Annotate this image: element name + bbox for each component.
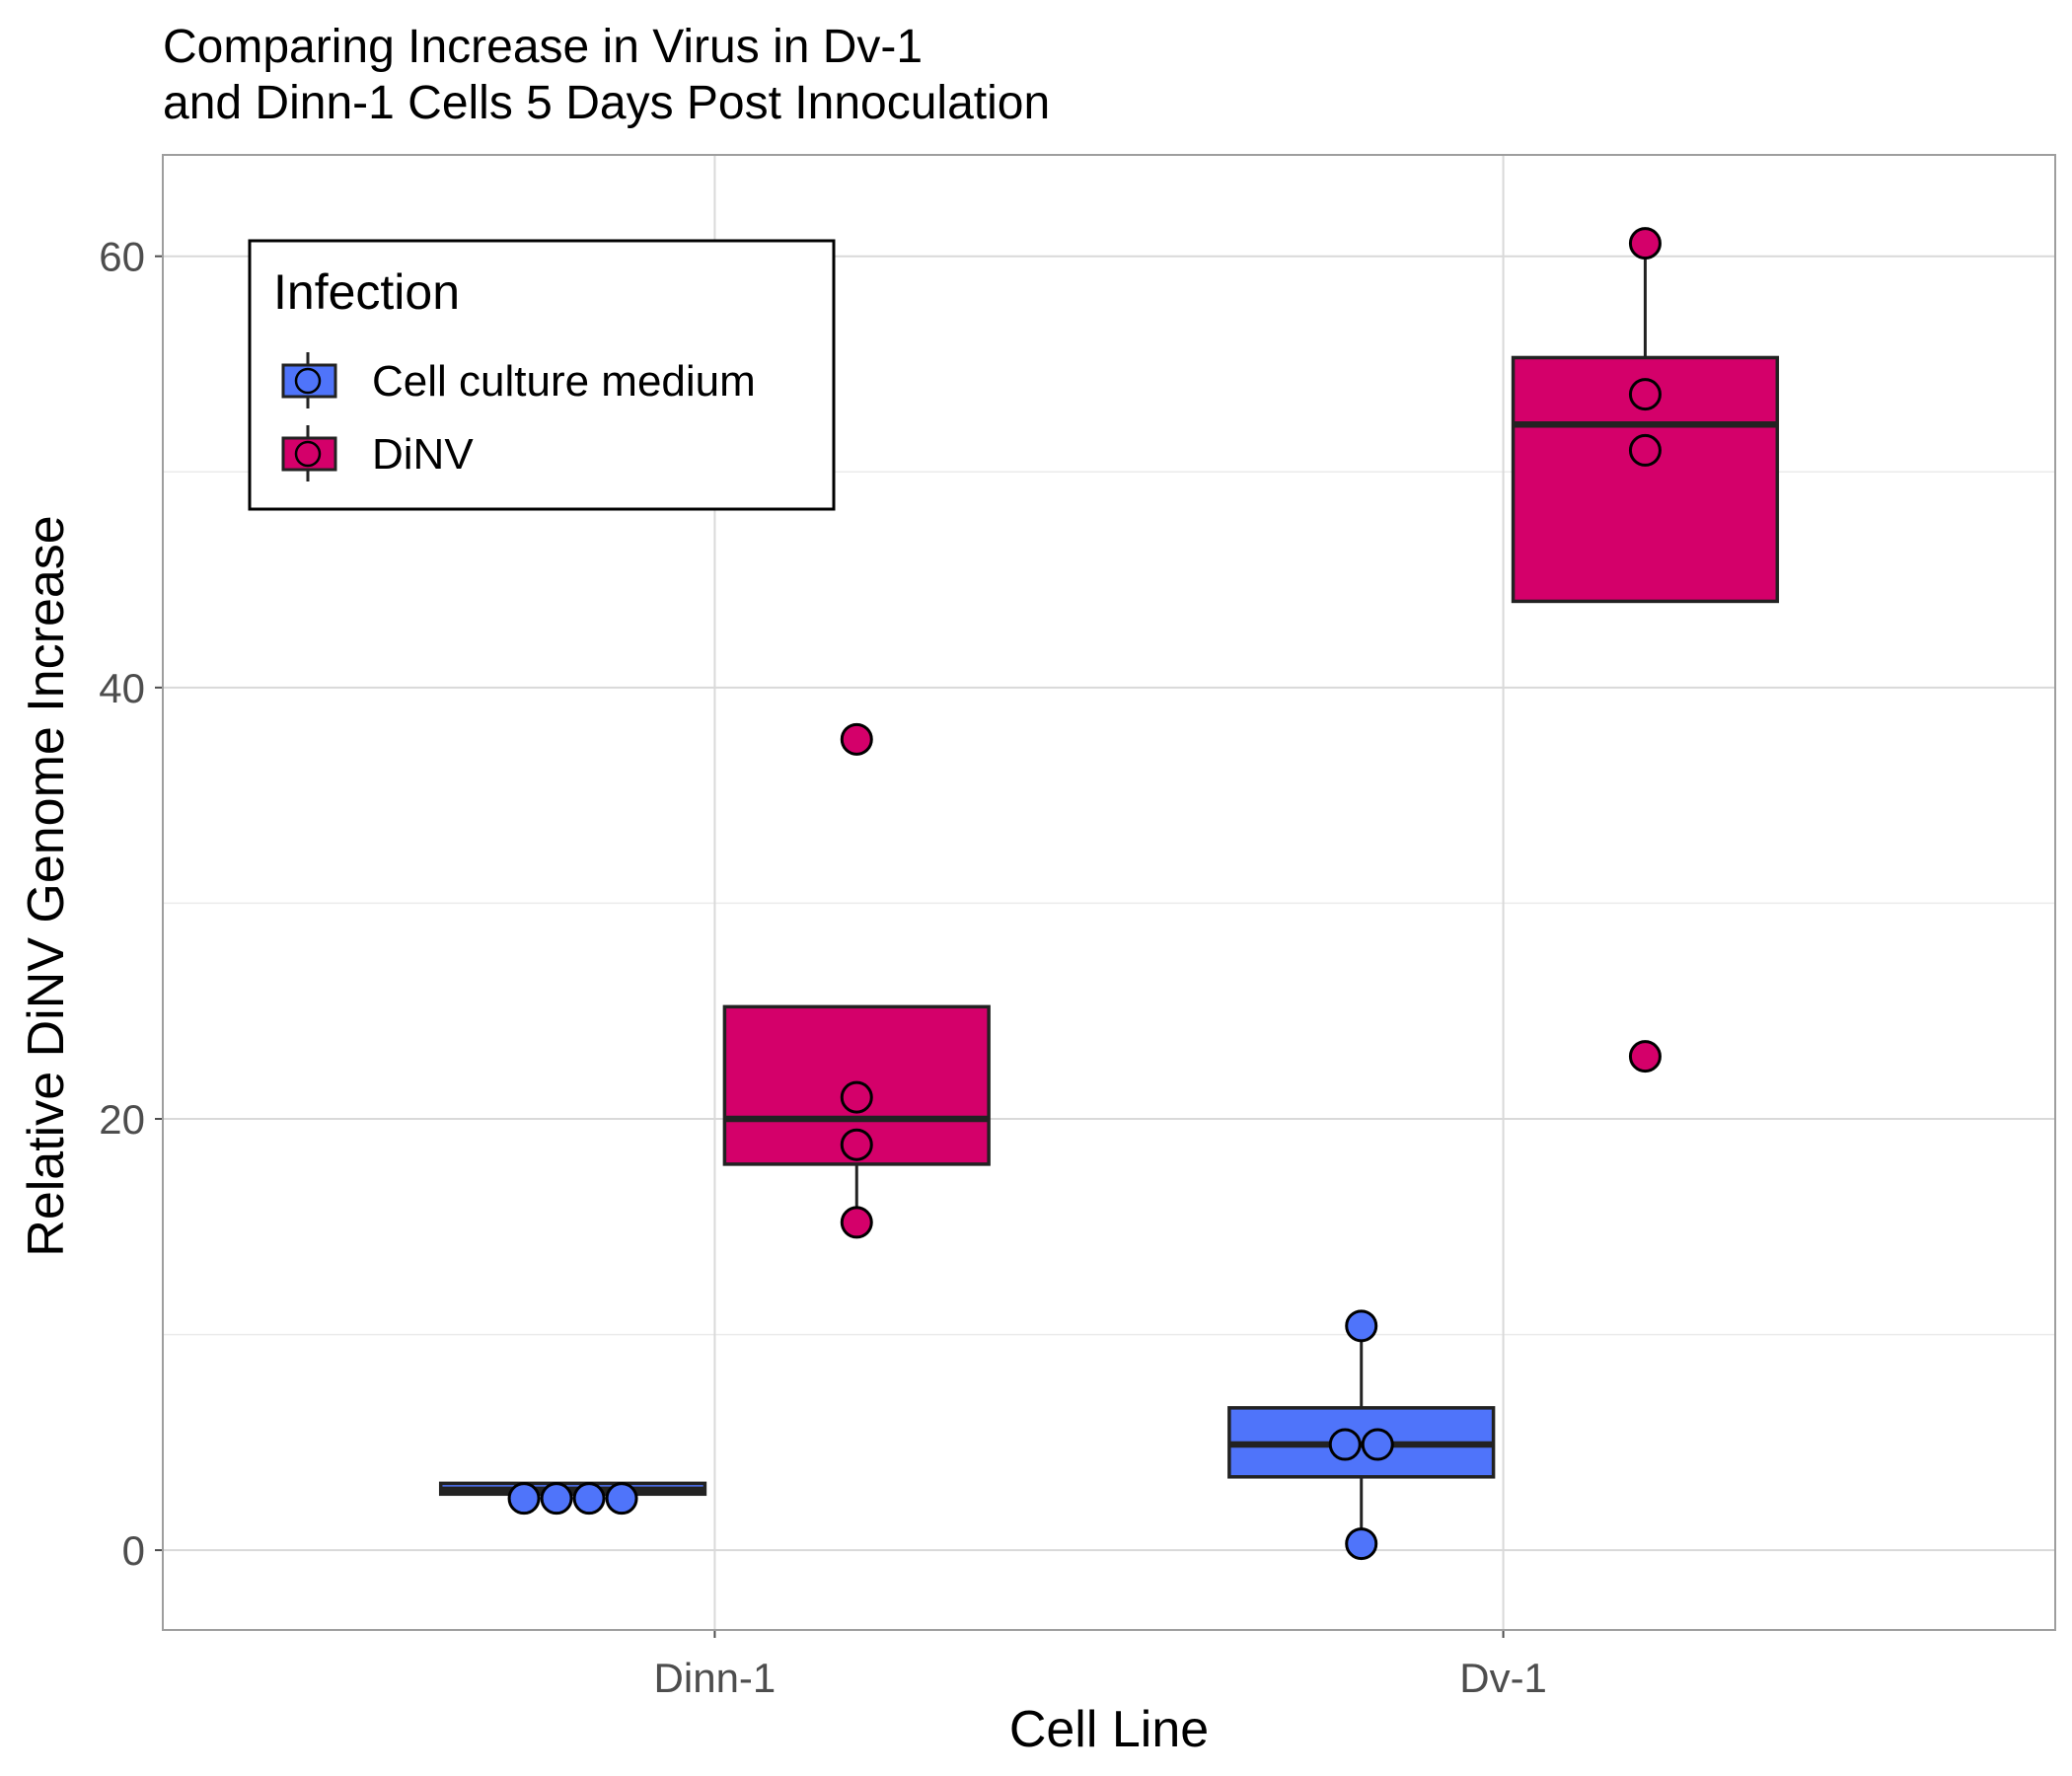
- legend-item-1: DiNV: [281, 425, 474, 481]
- y-tick-label: 20: [99, 1096, 145, 1143]
- outlier-point: [840, 722, 873, 756]
- chart-title-line-2: and Dinn-1 Cells 5 Days Post Innoculatio…: [163, 77, 1050, 129]
- legend-item-0: Cell culture medium: [281, 352, 756, 408]
- legend-title: Infection: [273, 264, 460, 320]
- x-tick-label: Dv-1: [1459, 1655, 1547, 1701]
- y-tick-label: 0: [122, 1527, 145, 1574]
- data-point: [507, 1482, 541, 1516]
- data-point: [1345, 1527, 1378, 1561]
- legend-label-dinv: DiNV: [372, 430, 474, 479]
- chart-title-line-1: Comparing Increase in Virus in Dv-1: [163, 21, 923, 73]
- legend-key-point: [294, 367, 322, 395]
- legend-key-point: [294, 440, 322, 468]
- y-axis-title: Relative DiNV Genome Increase: [18, 515, 75, 1256]
- y-tick-label: 40: [99, 665, 145, 711]
- y-tick-label: 60: [99, 234, 145, 280]
- data-point: [1361, 1428, 1394, 1461]
- data-point: [1628, 378, 1662, 411]
- data-point: [1328, 1428, 1362, 1461]
- data-point: [840, 1080, 873, 1114]
- outlier-point: [1628, 1040, 1662, 1073]
- data-point: [540, 1482, 573, 1516]
- data-point: [1628, 433, 1662, 467]
- data-point: [572, 1482, 606, 1516]
- data-point: [605, 1482, 638, 1516]
- x-tick-label: Dinn-1: [654, 1655, 777, 1701]
- legend-frame: [248, 239, 836, 511]
- data-point: [840, 1128, 873, 1161]
- data-point: [1628, 227, 1662, 260]
- data-point: [1345, 1309, 1378, 1343]
- x-axis-title: Cell Line: [1009, 1701, 1209, 1758]
- data-point: [840, 1206, 873, 1239]
- legend: Infection Cell culture medium DiNV: [248, 239, 836, 511]
- legend-label-cell-culture-medium: Cell culture medium: [372, 357, 756, 406]
- panel-border: [162, 154, 2056, 1631]
